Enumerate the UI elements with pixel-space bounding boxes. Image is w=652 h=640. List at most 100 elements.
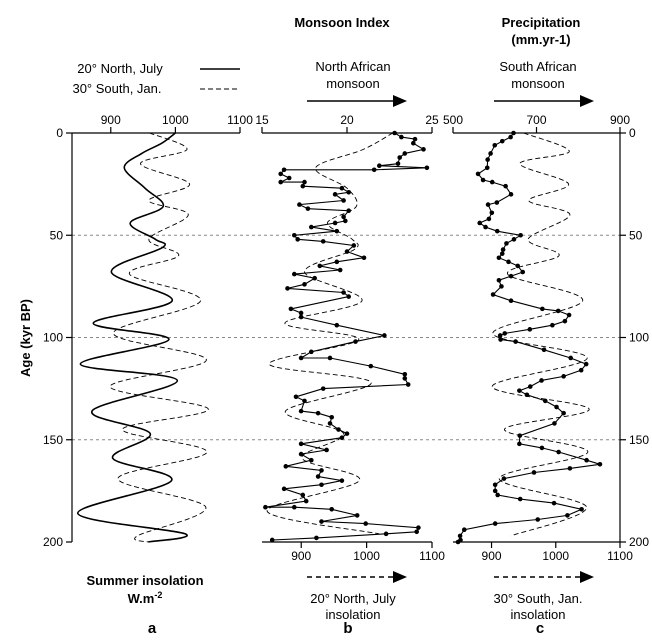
panel-c-bottom-label-1: 30° South, Jan.: [493, 591, 582, 606]
monsoon-index-point: [402, 151, 408, 156]
precipitation-point: [502, 331, 508, 336]
monsoon-index-point: [334, 259, 340, 265]
panel-b-letter: b: [343, 620, 352, 637]
monsoon-index-point: [312, 275, 318, 281]
monsoon-index-point: [363, 521, 369, 526]
precipitation-point: [554, 404, 559, 410]
monsoon-index-point: [292, 271, 297, 277]
y-axis-left: 0 50 100 150 200: [43, 126, 73, 549]
x-tick-label: 20: [340, 113, 354, 127]
monsoon-index-point: [346, 190, 352, 195]
monsoon-index-point: [341, 198, 346, 203]
monsoon-index-point: [309, 457, 314, 463]
panel-c-x-axis-top: 500 700 900: [443, 113, 630, 134]
precipitation-point: [501, 476, 507, 481]
monsoon-index-point: [332, 192, 338, 197]
monsoon-index-point: [414, 529, 420, 535]
precipitation-point: [461, 527, 467, 533]
precipitation-point: [492, 142, 498, 148]
panel-b-bottom-label-1: 20° North, July: [310, 591, 396, 606]
monsoon-index-point: [405, 382, 411, 387]
monsoon-index-point: [320, 386, 326, 391]
monsoon-index-point: [300, 492, 306, 498]
y-tick-label: 150: [629, 433, 649, 447]
monsoon-index-point: [368, 363, 374, 369]
precipitation-point: [517, 496, 523, 502]
monsoon-index-point: [281, 486, 287, 492]
monsoon-index-point: [353, 339, 358, 344]
monsoon-index-point: [402, 372, 408, 377]
precipitation-point: [485, 202, 491, 207]
monsoon-index-point: [339, 435, 345, 441]
precipitation-point: [483, 224, 488, 230]
monsoon-index-point: [298, 408, 304, 414]
precipitation-point: [517, 441, 522, 447]
monsoon-index-point: [324, 447, 329, 453]
monsoon-index-point: [337, 267, 343, 273]
south-jan-insolation-line: [491, 132, 590, 537]
precipitation-point: [498, 337, 503, 342]
precipitation-point: [518, 232, 523, 238]
precipitation-point: [499, 251, 505, 256]
precipitation-point: [567, 466, 573, 471]
panel-a-bottom-title: Summer insolation: [86, 573, 203, 588]
monsoon-index-point: [319, 468, 324, 473]
precipitation-point: [508, 134, 513, 140]
monsoon-index-point: [329, 414, 335, 420]
precipitation-point: [494, 228, 500, 234]
monsoon-index-point: [305, 206, 311, 211]
panel-c-top-arrowhead: [580, 95, 594, 107]
x-tick-label: 1100: [607, 549, 633, 563]
monsoon-index-point: [292, 504, 297, 510]
x-tick-label: 900: [610, 113, 630, 127]
y-tick-label: 0: [629, 126, 636, 140]
precipitation-point: [508, 298, 514, 303]
panel-b-bottom-arrowhead: [393, 571, 407, 583]
precipitation-point: [490, 292, 496, 297]
precipitation-point: [527, 327, 533, 332]
precipitation-point: [496, 277, 502, 283]
monsoon-index-point: [421, 147, 426, 152]
precipitation-point: [495, 492, 500, 498]
precipitation-point: [566, 312, 572, 318]
monsoon-index-point: [341, 214, 346, 220]
monsoon-index-point: [332, 220, 338, 226]
precipitation-point: [542, 398, 548, 404]
precipitation-point: [527, 384, 533, 389]
x-tick-label: 25: [425, 113, 439, 127]
panel-a-letter: a: [148, 620, 157, 637]
monsoon-index-point: [397, 155, 403, 160]
panel-c-letter: c: [536, 620, 544, 637]
reference-lines: [72, 234, 620, 441]
monsoon-index-point: [269, 537, 275, 543]
precipitation-point: [579, 506, 584, 512]
monsoon-index-point: [371, 167, 377, 173]
precipitation-point: [499, 138, 505, 144]
monsoon-index-point: [285, 286, 290, 291]
monsoon-index-point: [416, 525, 421, 530]
precipitation-point: [562, 318, 568, 324]
precipitation-point: [486, 216, 492, 222]
panel-a: 20° North, July 30° South, Jan. Summer i…: [18, 61, 253, 637]
monsoon-index-line: [265, 132, 427, 541]
precipitation-point: [568, 355, 574, 361]
precipitation-point: [517, 388, 522, 393]
precipitation-point: [550, 322, 555, 328]
precipitation-point: [565, 513, 570, 518]
precipitation-point: [561, 374, 566, 379]
y-tick-label: 50: [629, 228, 643, 242]
monsoon-index-point: [402, 376, 408, 381]
y-tick-label: 100: [43, 331, 63, 345]
precipitation-point: [475, 171, 481, 177]
precipitation-point: [556, 449, 561, 455]
x-tick-label: 700: [526, 113, 546, 127]
monsoon-index-point: [383, 531, 389, 537]
monsoon-index-point: [293, 394, 299, 400]
y-tick-label: 200: [43, 535, 63, 549]
precipitation-point: [492, 482, 498, 488]
precipitation-point: [539, 445, 545, 451]
monsoon-index-point: [298, 451, 304, 457]
precipitation-point: [578, 367, 584, 373]
monsoon-index-point: [341, 290, 346, 295]
panel-c-title-2: (mm.yr-1): [511, 32, 570, 47]
